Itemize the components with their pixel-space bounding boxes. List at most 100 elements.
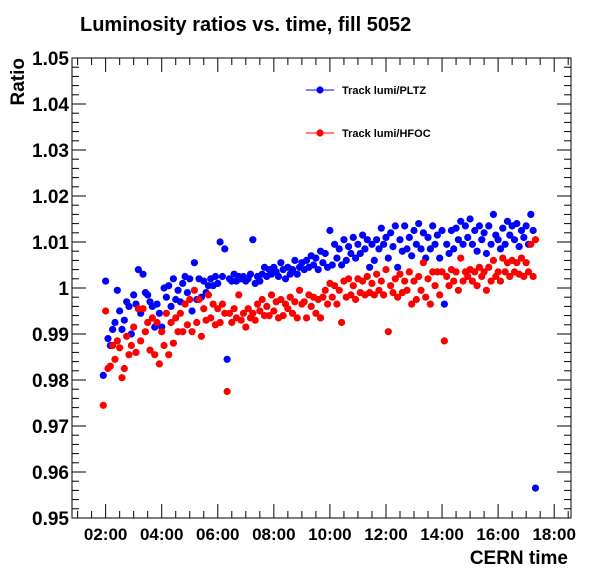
- data-point: [333, 254, 341, 262]
- data-point: [270, 307, 278, 315]
- data-point: [160, 341, 168, 350]
- data-point: [144, 291, 152, 299]
- y-tick-label: 1.04: [32, 95, 69, 116]
- data-point: [319, 259, 327, 267]
- data-point: [253, 300, 262, 308]
- x-tick-label: 18:00: [532, 525, 575, 544]
- data-point: [373, 236, 381, 244]
- x-tick-label: 08:00: [252, 525, 295, 544]
- data-point: [359, 231, 367, 239]
- data-point: [148, 314, 156, 322]
- data-point: [330, 282, 339, 290]
- data-point: [410, 277, 418, 285]
- data-point: [461, 222, 470, 230]
- data-point: [174, 286, 182, 294]
- data-point: [496, 245, 505, 253]
- data-point: [445, 282, 453, 290]
- y-tick-label: 1: [58, 279, 69, 300]
- x-tick-label: 04:00: [140, 525, 183, 544]
- x-axis-title: CERN time: [470, 548, 568, 569]
- x-tick-label: 10:00: [308, 525, 351, 544]
- data-point: [221, 245, 229, 253]
- data-point: [116, 307, 124, 315]
- data-point: [417, 245, 425, 253]
- data-point: [130, 291, 138, 299]
- data-point: [326, 226, 334, 235]
- data-point: [223, 387, 231, 396]
- data-point: [312, 309, 320, 317]
- data-point: [419, 259, 427, 267]
- data-point: [104, 335, 112, 343]
- data-point: [457, 254, 465, 262]
- data-point: [323, 300, 332, 308]
- data-point: [454, 236, 462, 244]
- data-point: [333, 300, 341, 308]
- data-point: [438, 268, 446, 276]
- data-point: [373, 270, 381, 278]
- data-point: [440, 300, 448, 308]
- data-point: [431, 240, 439, 248]
- y-tick-label: 1.05: [32, 49, 69, 70]
- data-point: [102, 277, 110, 285]
- data-point: [132, 348, 140, 356]
- data-point: [116, 344, 124, 352]
- data-point: [405, 233, 413, 241]
- data-point: [419, 229, 427, 237]
- data-point: [422, 293, 430, 301]
- data-point: [328, 293, 336, 301]
- data-point: [165, 351, 173, 359]
- data-point: [450, 277, 458, 285]
- y-tick-label: 0.99: [32, 325, 69, 346]
- data-point: [384, 328, 392, 336]
- data-point: [475, 263, 484, 271]
- data-point: [431, 282, 439, 290]
- data-point: [529, 272, 537, 281]
- data-point: [475, 222, 484, 230]
- data-point: [328, 261, 336, 269]
- data-point: [426, 245, 434, 253]
- data-point: [279, 312, 287, 320]
- y-tick-label: 0.97: [32, 417, 69, 438]
- data-point: [394, 293, 402, 301]
- data-point: [193, 318, 201, 327]
- y-tick-label: 1.01: [32, 233, 69, 254]
- data-point: [401, 222, 409, 230]
- data-point: [375, 286, 383, 294]
- data-point: [190, 259, 199, 267]
- data-point: [183, 321, 192, 329]
- data-point: [186, 275, 194, 283]
- y-tick-label: 0.96: [32, 463, 69, 484]
- data-point: [405, 268, 413, 276]
- data-point: [162, 309, 170, 317]
- data-point: [489, 256, 498, 264]
- data-point: [120, 316, 128, 324]
- data-point: [468, 240, 477, 248]
- data-point: [288, 266, 297, 274]
- data-point: [344, 275, 353, 283]
- data-point: [307, 302, 315, 310]
- data-point: [517, 226, 526, 235]
- chart-title: Luminosity ratios vs. time, fill 5052: [80, 14, 411, 36]
- data-point: [527, 240, 535, 248]
- data-point: [281, 275, 290, 283]
- data-point: [274, 272, 283, 281]
- data-point: [141, 328, 149, 336]
- data-point: [366, 263, 374, 271]
- data-point: [188, 328, 196, 336]
- data-point: [417, 286, 425, 294]
- data-point: [506, 272, 514, 281]
- data-point: [387, 282, 395, 290]
- data-point: [426, 300, 434, 308]
- data-point: [249, 236, 257, 244]
- data-point: [412, 295, 420, 304]
- data-point: [216, 238, 224, 246]
- data-point: [321, 286, 329, 294]
- data-point: [106, 362, 114, 370]
- x-tick-label: 12:00: [364, 525, 407, 544]
- data-point: [179, 279, 187, 287]
- data-point: [531, 484, 540, 492]
- data-point: [183, 289, 192, 297]
- data-point: [391, 222, 399, 230]
- legend: Track lumi/PLTZ Track lumi/HFOC: [306, 85, 431, 140]
- x-tick-label: 02:00: [84, 525, 127, 544]
